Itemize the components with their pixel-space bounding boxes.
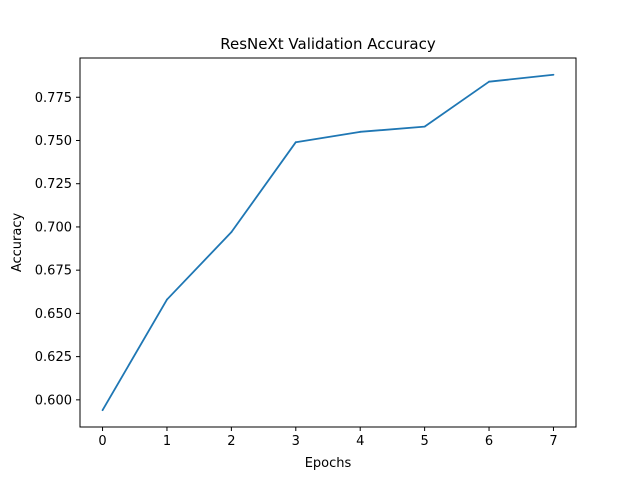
x-tick-label: 7 bbox=[549, 434, 557, 449]
y-tick-label: 0.750 bbox=[35, 134, 72, 149]
accuracy-data-point bbox=[423, 125, 426, 128]
y-tick-label: 0.775 bbox=[35, 91, 72, 106]
x-axis: 0 1 2 3 4 5 6 7 bbox=[98, 427, 558, 449]
y-tick-label: 0.700 bbox=[35, 220, 72, 235]
accuracy-data-point bbox=[359, 130, 362, 133]
x-axis-label: Epochs bbox=[305, 456, 352, 471]
y-tick-label: 0.650 bbox=[35, 307, 72, 322]
y-tick-label: 0.725 bbox=[35, 177, 72, 192]
y-tick-label: 0.675 bbox=[35, 264, 72, 279]
accuracy-data-point bbox=[294, 141, 297, 144]
y-tick-label: 0.600 bbox=[35, 393, 72, 408]
plot-frame bbox=[79, 57, 577, 428]
accuracy-data-point bbox=[230, 231, 233, 234]
x-tick-label: 4 bbox=[356, 434, 364, 449]
x-tick-label: 0 bbox=[98, 434, 106, 449]
plot-layer bbox=[101, 73, 555, 412]
x-tick-label: 1 bbox=[163, 434, 171, 449]
accuracy-data-point bbox=[101, 409, 104, 412]
x-tick-label: 2 bbox=[227, 434, 235, 449]
x-tick-label: 5 bbox=[420, 434, 428, 449]
accuracy-series-line bbox=[101, 73, 554, 411]
y-tick-label: 0.625 bbox=[35, 350, 72, 365]
chart-title: ResNeXt Validation Accuracy bbox=[220, 35, 436, 53]
y-axis: 0.600 0.625 0.650 0.675 0.700 0.725 0.750 0.775 bbox=[35, 91, 80, 408]
x-tick-label: 3 bbox=[292, 434, 300, 449]
accuracy-data-point bbox=[488, 80, 490, 83]
y-axis-label: Accuracy bbox=[10, 213, 25, 273]
accuracy-data-point bbox=[552, 73, 555, 76]
accuracy-data-point bbox=[166, 298, 168, 301]
x-tick-label: 6 bbox=[485, 434, 493, 449]
